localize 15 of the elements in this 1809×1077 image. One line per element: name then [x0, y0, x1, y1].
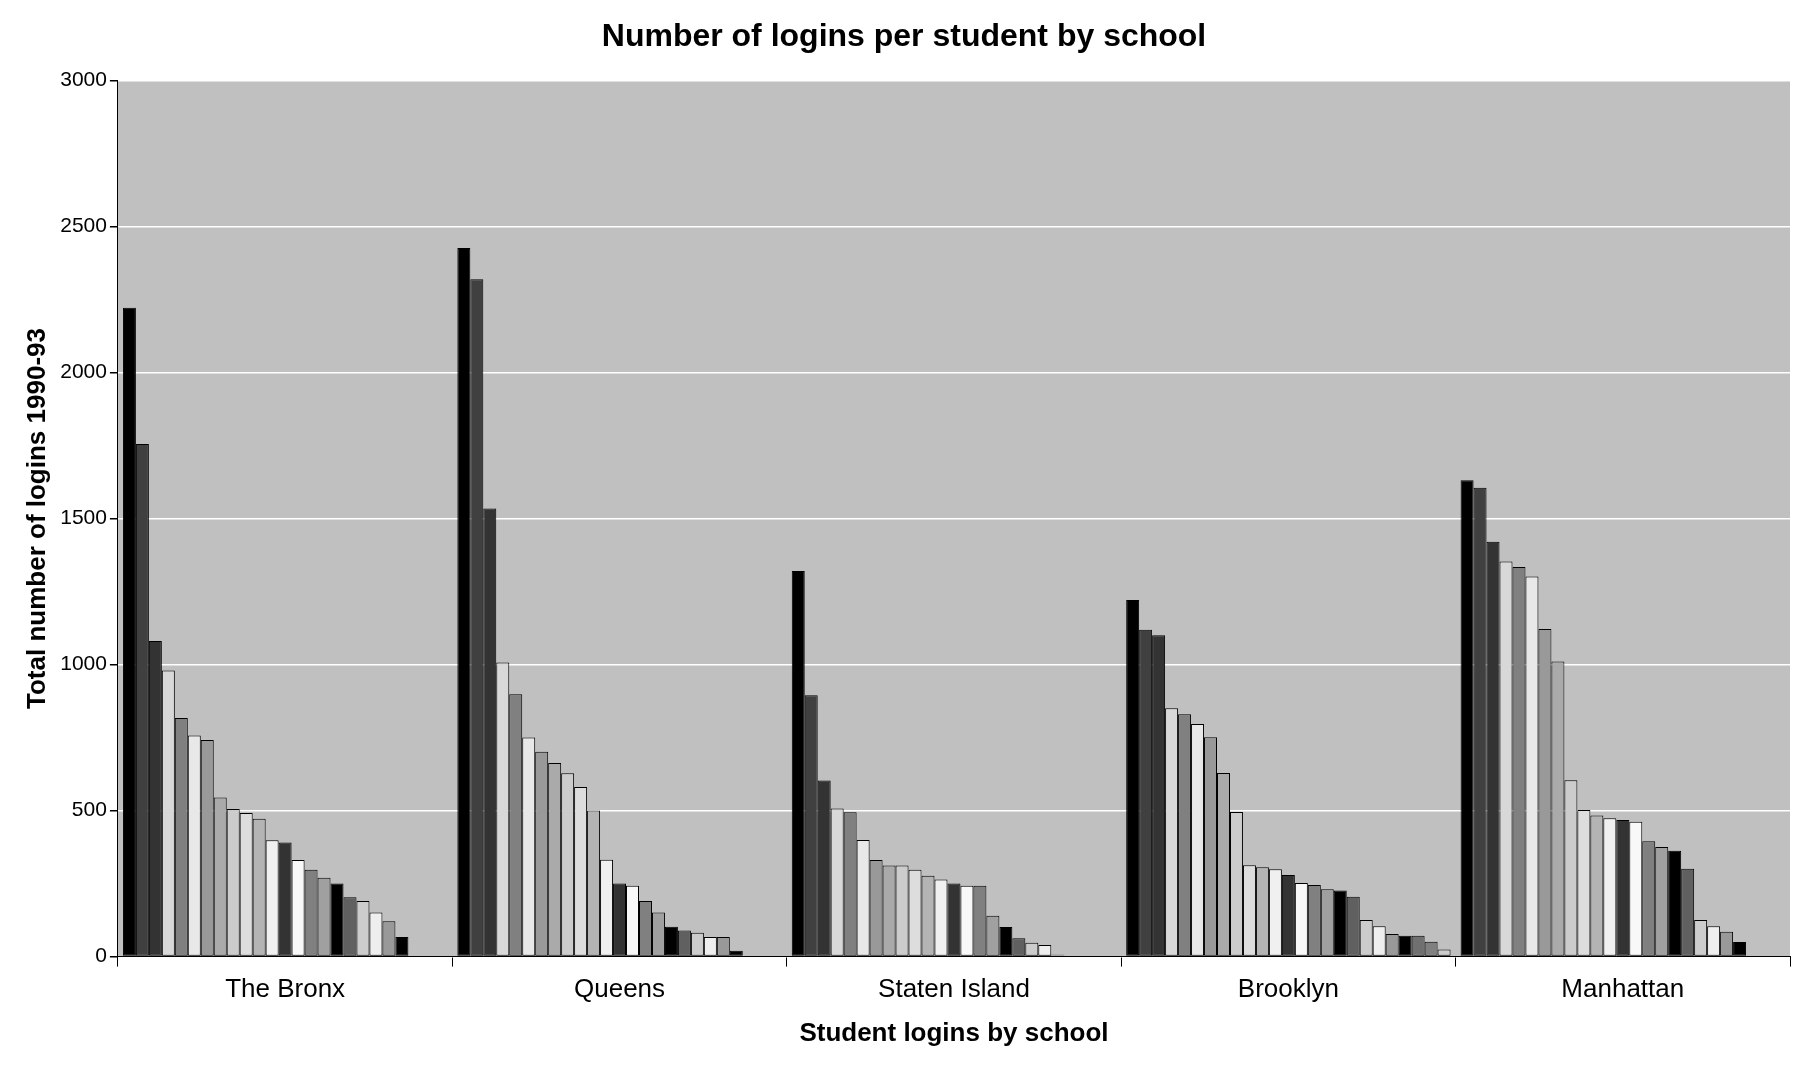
y-tick-label: 1000: [60, 651, 107, 675]
y-tick-label: 1500: [60, 505, 107, 529]
y-tick-label: 3000: [60, 67, 107, 91]
y-axis-title: Total number of logins 1990-93: [20, 328, 51, 709]
y-tick-label: 2500: [60, 213, 107, 237]
x-tick-label: Staten Island: [878, 973, 1030, 1004]
x-tick-label: Brooklyn: [1237, 973, 1339, 1004]
x-tick-label: Manhattan: [1561, 973, 1685, 1004]
x-tick-label: The Bronx: [225, 973, 346, 1004]
x-axis-title: Student logins by school: [799, 1016, 1109, 1047]
x-tick-label: Queens: [574, 973, 666, 1004]
y-tick-label: 0: [95, 943, 107, 967]
y-tick-label: 2000: [60, 359, 107, 383]
chart-title: Number of logins per student by school: [601, 17, 1207, 54]
y-tick-label: 500: [71, 797, 107, 821]
